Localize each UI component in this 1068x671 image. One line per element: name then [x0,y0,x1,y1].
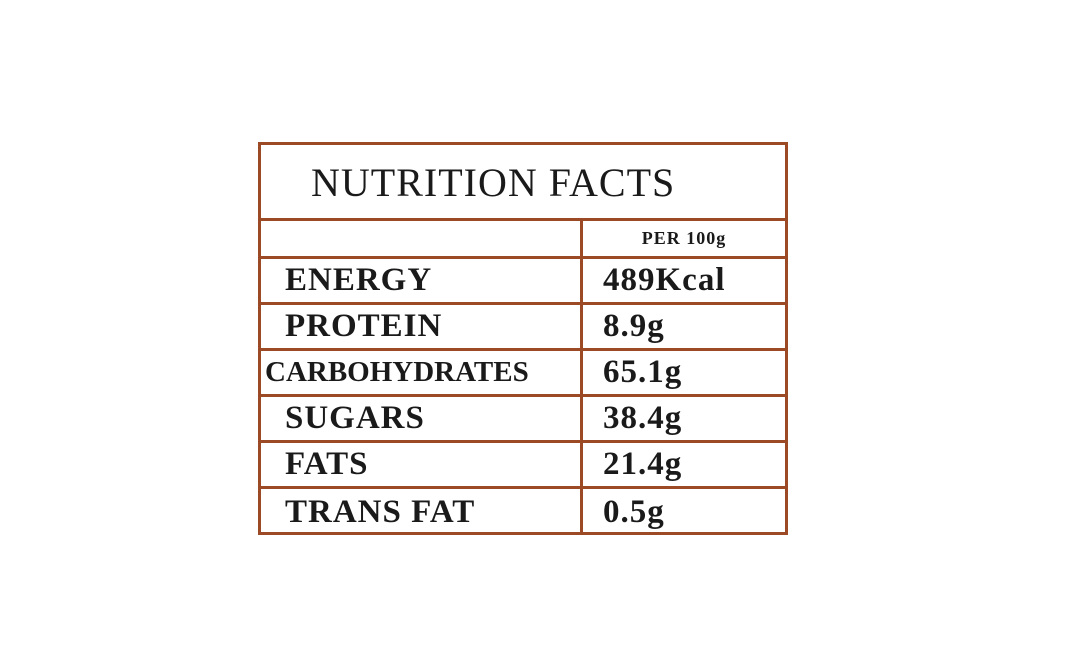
nutrient-value: 21.4g [603,446,683,482]
table-row: PROTEIN 8.9g [261,305,785,351]
table-title: NUTRITION FACTS [261,145,785,221]
nutrient-value: 8.9g [603,308,665,344]
nutrient-value: 489Kcal [603,262,726,298]
nutrient-name: FATS [261,443,583,486]
nutrient-value: 65.1g [603,354,683,390]
nutrition-table: NUTRITION FACTS PER 100g ENERGY 489Kcal PR… [258,142,788,535]
header-row: PER 100g [261,221,785,259]
nutrient-value: 38.4g [603,400,683,436]
table-row: FATS 21.4g [261,443,785,489]
column-header: PER 100g [641,228,727,248]
nutrient-value: 0.5g [603,493,665,530]
table-row: SUGARS 38.4g [261,397,785,443]
table-row: ENERGY 489Kcal [261,259,785,305]
table-row: CARBOHYDRATES 65.1g [261,351,785,397]
empty-cell [261,221,583,256]
table-row: TRANS FAT 0.5g [261,489,785,535]
nutrient-name: PROTEIN [261,305,583,348]
nutrient-name: ENERGY [261,259,583,302]
nutrient-name: TRANS FAT [261,489,583,535]
nutrient-name: SUGARS [261,397,583,440]
nutrient-name: CARBOHYDRATES [261,351,583,394]
